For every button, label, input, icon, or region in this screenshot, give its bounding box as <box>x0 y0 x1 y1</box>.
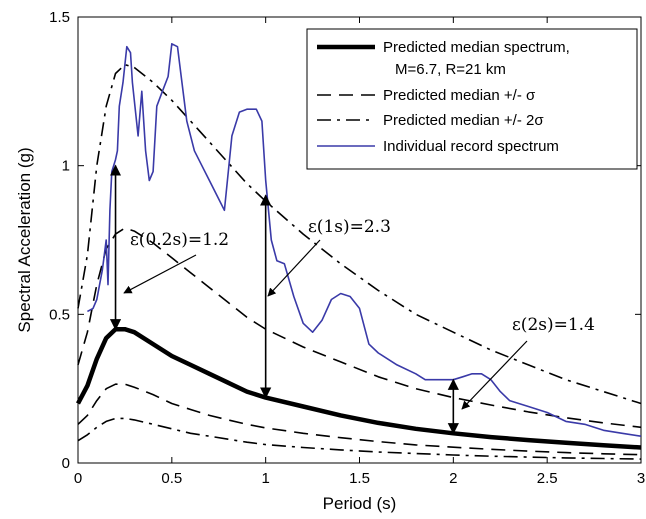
series-line-sigma-lower <box>77 383 642 456</box>
x-tick-label: 3 <box>637 470 645 487</box>
x-tick-label: 0.5 <box>161 470 182 487</box>
y-axis-label: Spectral Acceleration (g) <box>15 147 34 332</box>
legend-label-sigma: Predicted median +/- σ <box>383 87 536 104</box>
y-tick-label: 1.5 <box>49 9 70 26</box>
legend-label-median: Predicted median spectrum, <box>383 39 570 56</box>
annotation-layer: ε(0.2s)=1.2 ε(1s)=2.3 ε(2s)=1.4 <box>109 164 595 435</box>
y-tick-label: 1 <box>62 158 70 175</box>
y-tick-label: 0 <box>62 455 70 472</box>
legend-label-median-line2: M=6.7, R=21 km <box>395 61 506 78</box>
x-tick-label: 2.5 <box>537 470 558 487</box>
x-tick-label: 2 <box>449 470 457 487</box>
x-tick-label: 1 <box>261 470 269 487</box>
x-tick-label: 0 <box>74 470 82 487</box>
axes: 0 0.5 1 1.5 2 2.5 3 0 0.5 1 1.5 <box>49 9 645 487</box>
annotation-pointer <box>461 340 528 410</box>
legend-label-twosigma: Predicted median +/- 2σ <box>383 112 544 129</box>
annotation-pointer <box>123 254 197 294</box>
epsilon-label: ε(0.2s)=1.2 <box>130 230 229 250</box>
x-tick-label: 1.5 <box>349 470 370 487</box>
legend-label-record: Individual record spectrum <box>383 138 559 155</box>
series-line-record <box>87 43 642 437</box>
annotation-pointer <box>267 239 321 297</box>
series-line-median <box>76 326 642 450</box>
epsilon-label: ε(1s)=2.3 <box>308 217 391 237</box>
epsilon-label: ε(2s)=1.4 <box>512 315 595 335</box>
series-line-twosigma-upper <box>77 63 642 405</box>
series-line-twosigma-lower <box>77 417 642 460</box>
legend: Predicted median spectrum, M=6.7, R=21 km… <box>306 28 638 170</box>
x-axis-label: Period (s) <box>323 494 397 513</box>
y-tick-label: 0.5 <box>49 306 70 323</box>
